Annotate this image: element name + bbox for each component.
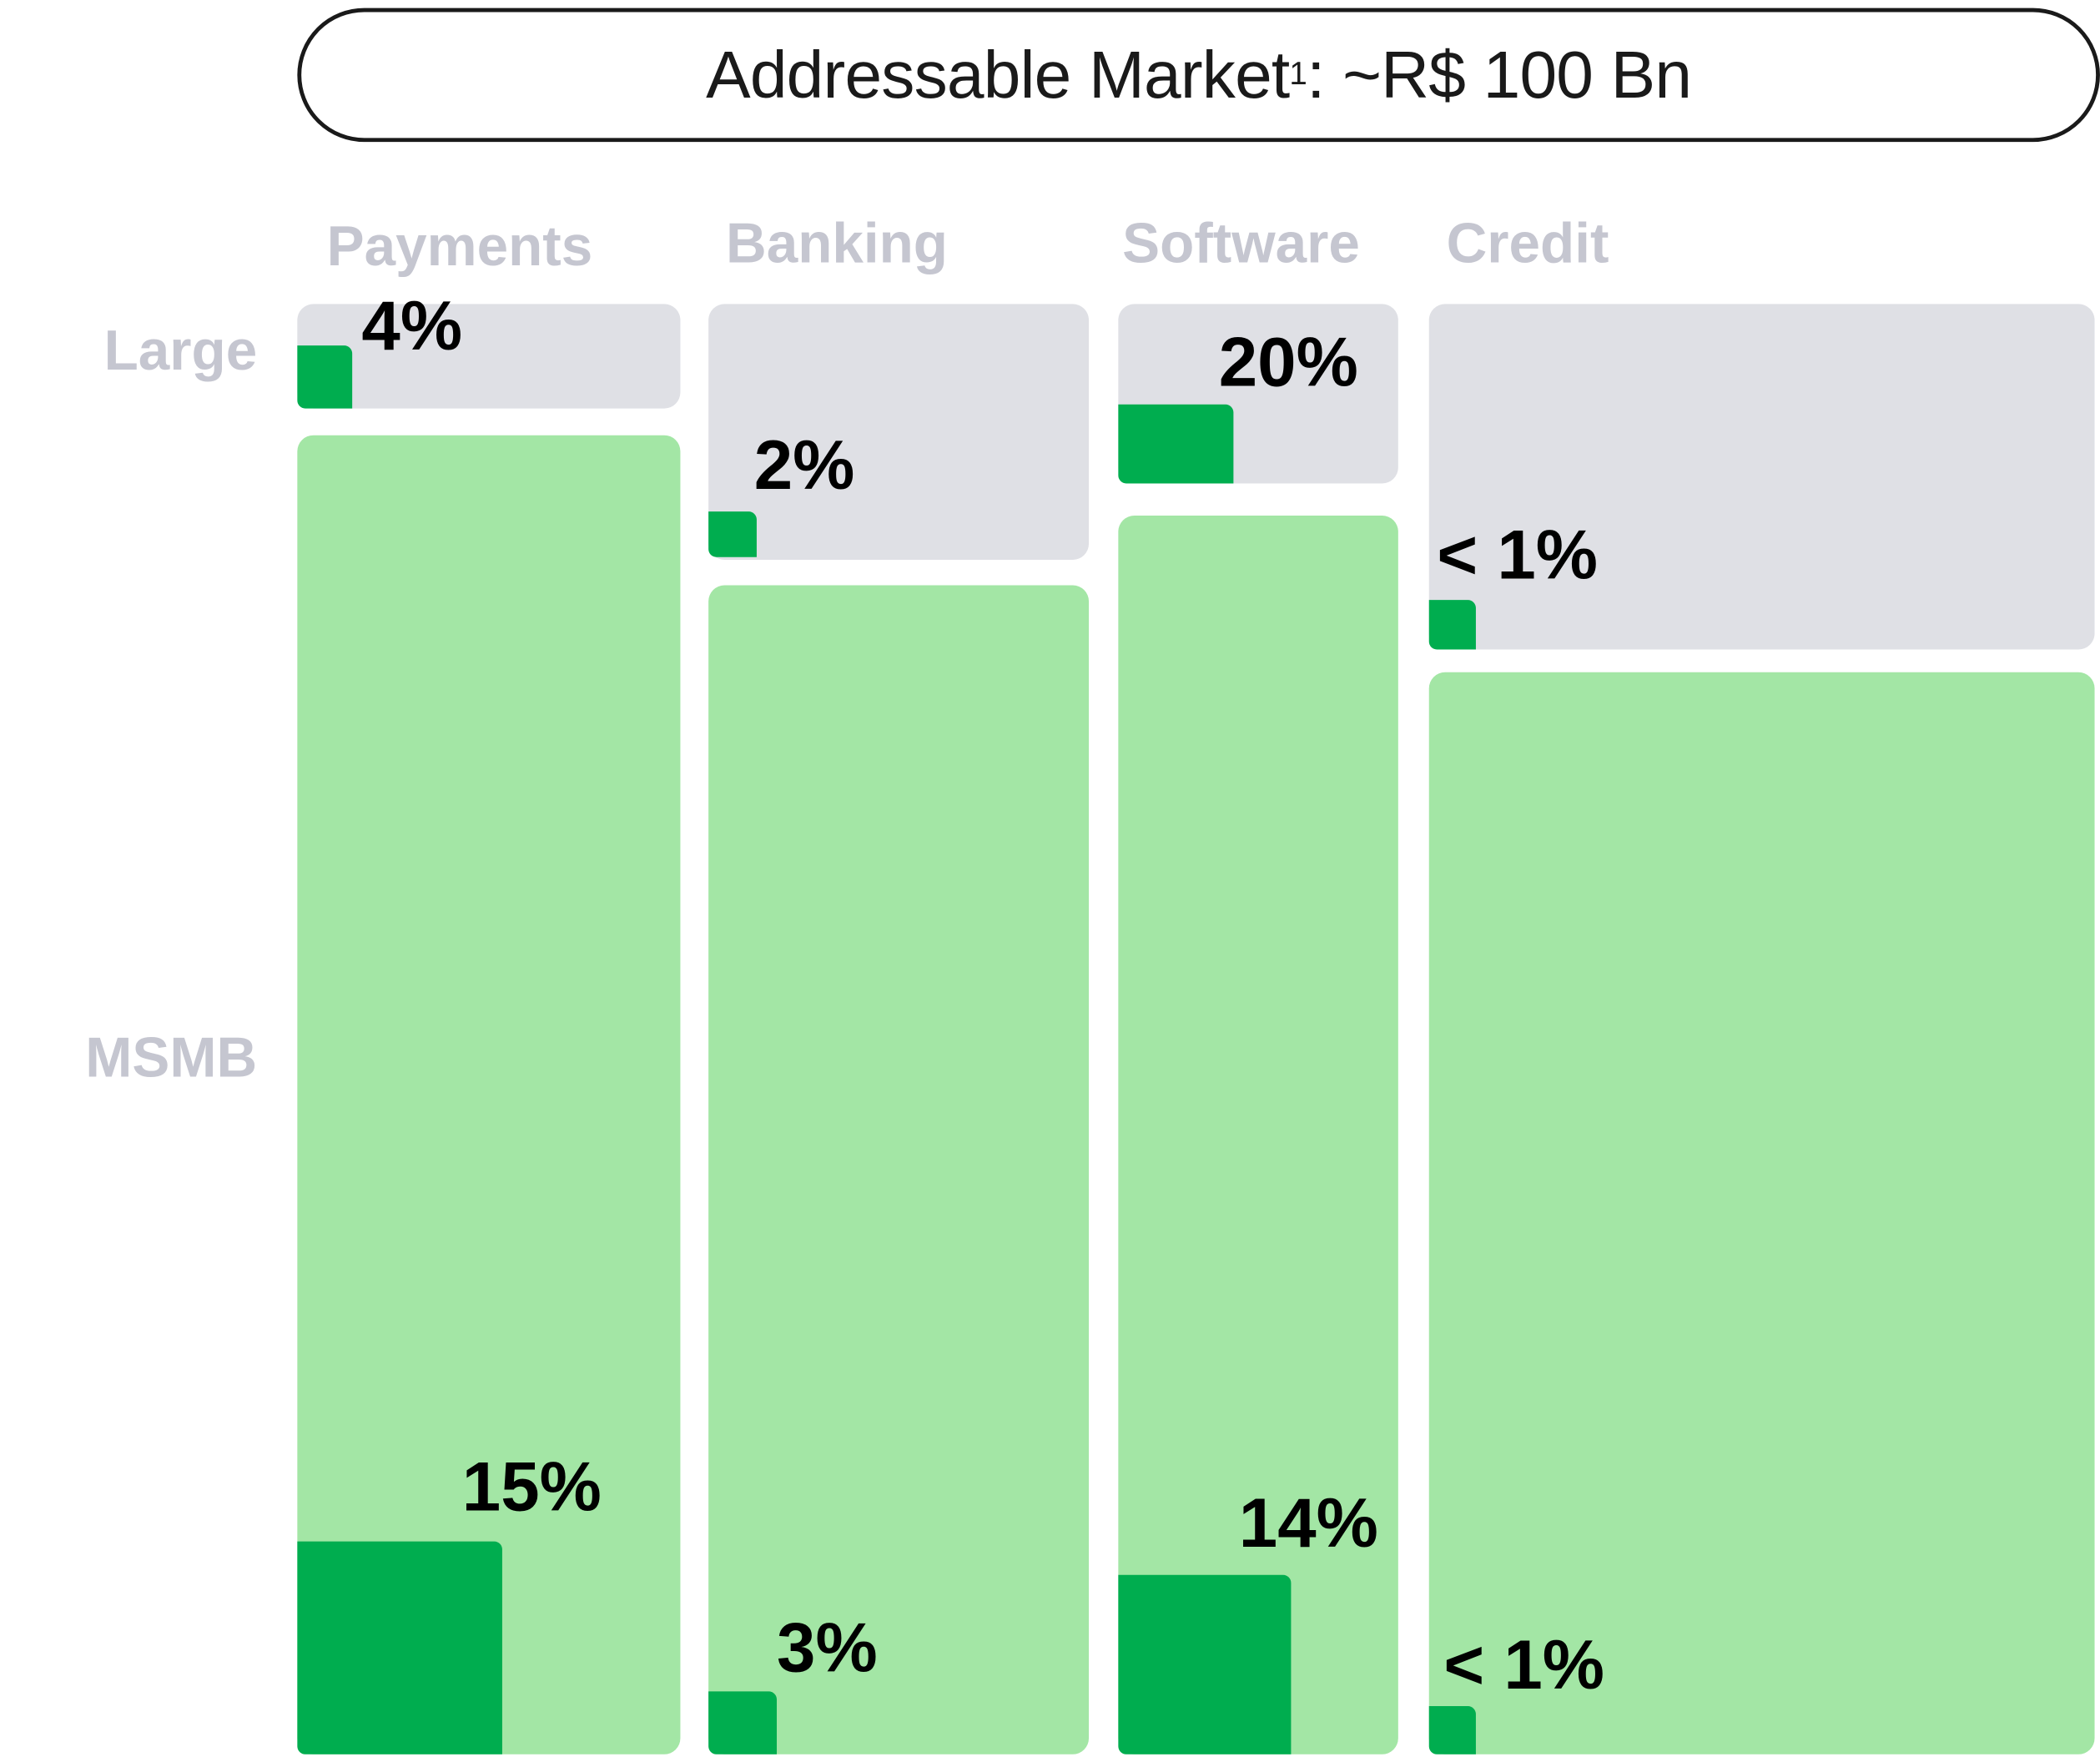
- title-footnote: 1: [1289, 56, 1307, 93]
- segment-banking-msmb: [708, 585, 1090, 1754]
- column-header-banking: Banking: [726, 211, 948, 275]
- segment-payments-msmb: [297, 435, 681, 1754]
- segment-credit-large: [1428, 304, 2095, 650]
- share-label-credit-msmb: < 1%: [1443, 1627, 1605, 1705]
- share-label-payments-large: 4%: [361, 288, 463, 366]
- share-bar-payments-msmb: [297, 1541, 502, 1754]
- share-label-payments-msmb: 15%: [461, 1448, 602, 1527]
- column-header-payments: Payments: [326, 214, 593, 278]
- row-label-msmb: MSMB: [85, 1025, 258, 1090]
- column-header-credit: Credit: [1446, 211, 1609, 275]
- share-bar-software-large: [1118, 404, 1234, 484]
- share-bar-credit-large: [1428, 600, 1476, 650]
- column-header-software: Software: [1122, 211, 1360, 275]
- share-label-software-large: 20%: [1218, 324, 1358, 402]
- segment-software-msmb: [1118, 516, 1398, 1754]
- segment-credit-msmb: [1428, 672, 2095, 1754]
- row-label-large: Large: [103, 319, 258, 382]
- title-suffix: : ~R$ 100 Bn: [1307, 37, 1692, 113]
- segment-banking-large: [708, 304, 1090, 560]
- share-bar-banking-large: [708, 511, 757, 557]
- share-bar-banking-msmb: [708, 1691, 778, 1754]
- title-text: Addressable Market: [706, 37, 1290, 113]
- share-bar-credit-msmb: [1428, 1706, 1476, 1754]
- title-pill: Addressable Market 1: ~R$ 100 Bn: [297, 8, 2100, 143]
- share-label-credit-large: < 1%: [1437, 516, 1598, 595]
- share-label-banking-msmb: 3%: [777, 1609, 878, 1688]
- share-bar-software-msmb: [1118, 1574, 1292, 1754]
- share-bar-payments-large: [297, 345, 353, 409]
- share-label-software-msmb: 14%: [1238, 1485, 1378, 1563]
- share-label-banking-large: 2%: [753, 427, 855, 506]
- segment-payments-large: [297, 304, 681, 409]
